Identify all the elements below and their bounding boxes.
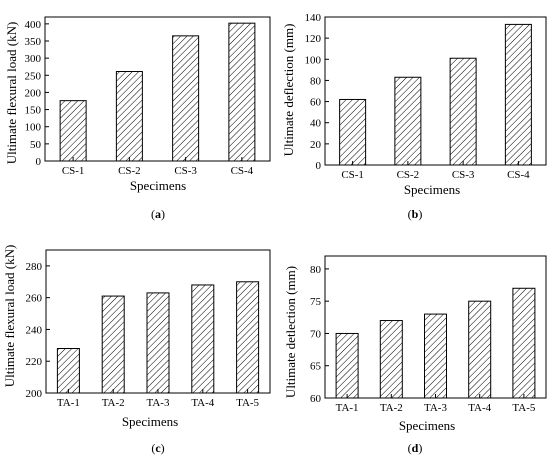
plot-area-b: 0 20 40 60 80 100 120 140 CS-1 CS-2 CS-3 CS-4	[305, 12, 547, 181]
panel-label-d: (d)	[408, 441, 423, 455]
x-tick-label: TA-3	[147, 397, 170, 409]
y-tick-label: 60	[310, 393, 322, 405]
bar-ta-3	[146, 292, 170, 394]
y-tick-label: 50	[30, 139, 42, 151]
bar-ta-2	[379, 320, 403, 399]
bar-cs-3	[172, 35, 200, 162]
y-tick-label: 65	[310, 361, 322, 373]
bar-ta-2	[101, 295, 125, 394]
bar-ta-3	[424, 313, 447, 399]
y-axis-title-b: Ultimate deflection (mm)	[281, 24, 296, 157]
y-tick-label: 140	[305, 12, 322, 24]
x-tick-label: CS-4	[231, 165, 254, 177]
x-tick-label: TA-4	[191, 397, 214, 409]
x-tick-label: CS-1	[341, 169, 364, 181]
bar-cs-2	[394, 76, 422, 166]
y-tick-label: 350	[25, 36, 42, 48]
bar-ta-5	[512, 287, 536, 399]
panel-label-b: (b)	[408, 207, 423, 221]
y-tick-label: 40	[310, 118, 322, 130]
y-tick-label: 150	[25, 105, 42, 117]
y-tick-label: 220	[26, 356, 43, 368]
y-tick-label: 80	[310, 264, 322, 276]
plot-area-a: 0 50 100 150 200 250 300 350 400 CS-1 CS-2 CS-3 CS-4	[25, 16, 271, 177]
x-axis-title-b: Specimens	[404, 182, 460, 197]
bar-cs-3	[449, 57, 477, 166]
y-tick-label: 0	[36, 156, 42, 168]
y-tick-label: 100	[25, 122, 42, 134]
x-tick-label: TA-5	[512, 402, 535, 414]
y-tick-label: 60	[310, 97, 322, 109]
bar-cs-4	[504, 23, 532, 166]
x-tick-label: TA-5	[236, 397, 259, 409]
x-tick-label: TA-4	[468, 402, 491, 414]
chart-panel-d: 60 65 70 75 80 TA-1 TA-2 TA-3 TA-4 TA-5 Ultimate …	[283, 255, 547, 455]
y-tick-label: 75	[310, 296, 322, 308]
y-tick-label: 100	[305, 54, 322, 66]
bar-cs-2	[115, 71, 143, 162]
bar-ta-1	[335, 332, 359, 399]
y-axis-title-a: Ultimate flexural load (kN)	[4, 22, 19, 165]
y-axis-title-d: Ultimate detlection (mm)	[283, 266, 298, 398]
x-axis-title-a: Specimens	[130, 178, 186, 193]
x-axis-title-c: Specimens	[122, 414, 178, 429]
plot-frame	[324, 16, 547, 166]
panel-label-c: (c)	[151, 441, 164, 455]
plot-frame	[44, 16, 271, 162]
x-tick-label: CS-4	[507, 169, 530, 181]
y-tick-label: 120	[305, 33, 322, 45]
y-tick-label: 0	[316, 160, 322, 172]
x-tick-label: CS-3	[452, 169, 475, 181]
bar-cs-1	[339, 98, 367, 166]
bar-ta-5	[236, 281, 260, 394]
y-tick-label: 250	[25, 70, 42, 82]
x-tick-label: CS-2	[397, 169, 420, 181]
bar-ta-1	[56, 348, 80, 394]
chart-panel-c: 200 220 240 260 280 TA-1 TA-2 TA-3 TA-4 TA-5 Ulti…	[2, 245, 271, 455]
y-tick-label: 260	[26, 293, 43, 305]
x-tick-label: TA-2	[102, 397, 125, 409]
x-tick-label: CS-3	[174, 165, 197, 177]
x-tick-label: CS-2	[118, 165, 141, 177]
y-axis-title-c: Ultimate flexural load (kN)	[2, 245, 17, 388]
y-tick-label: 70	[310, 328, 322, 340]
x-tick-label: TA-1	[336, 402, 359, 414]
y-tick-label: 300	[25, 53, 42, 65]
y-tick-label: 400	[25, 19, 42, 31]
plot-area-d: 60 65 70 75 80 TA-1 TA-2 TA-3 TA-4 TA-5	[310, 255, 547, 414]
plot-area-c: 200 220 240 260 280 TA-1 TA-2 TA-3 TA-4 TA-5	[26, 249, 271, 409]
bar-cs-1	[59, 100, 87, 162]
x-tick-label: TA-2	[380, 402, 403, 414]
x-axis-title-d: Specimens	[399, 418, 455, 433]
chart-panel-b: 0 20 40 60 80 100 120 140 CS-1 CS-2 CS-3 CS-4 Ultim…	[281, 12, 547, 221]
x-tick-label: TA-3	[424, 402, 447, 414]
y-tick-label: 240	[26, 324, 43, 336]
y-tick-label: 80	[310, 75, 322, 87]
y-tick-label: 200	[25, 87, 42, 99]
bar-ta-4	[191, 284, 215, 394]
x-tick-label: TA-1	[57, 397, 80, 409]
panel-label-a: (a)	[151, 207, 165, 221]
y-tick-label: 200	[26, 388, 43, 400]
bar-ta-4	[468, 300, 492, 399]
bar-cs-4	[228, 22, 256, 162]
chart-panel-a: 0 50 100 150 200 250 300 350 400 CS-1 CS-2 CS-3 CS-4…	[4, 16, 271, 221]
y-tick-label: 280	[26, 261, 43, 273]
x-tick-label: CS-1	[62, 165, 85, 177]
y-tick-label: 20	[310, 139, 322, 151]
